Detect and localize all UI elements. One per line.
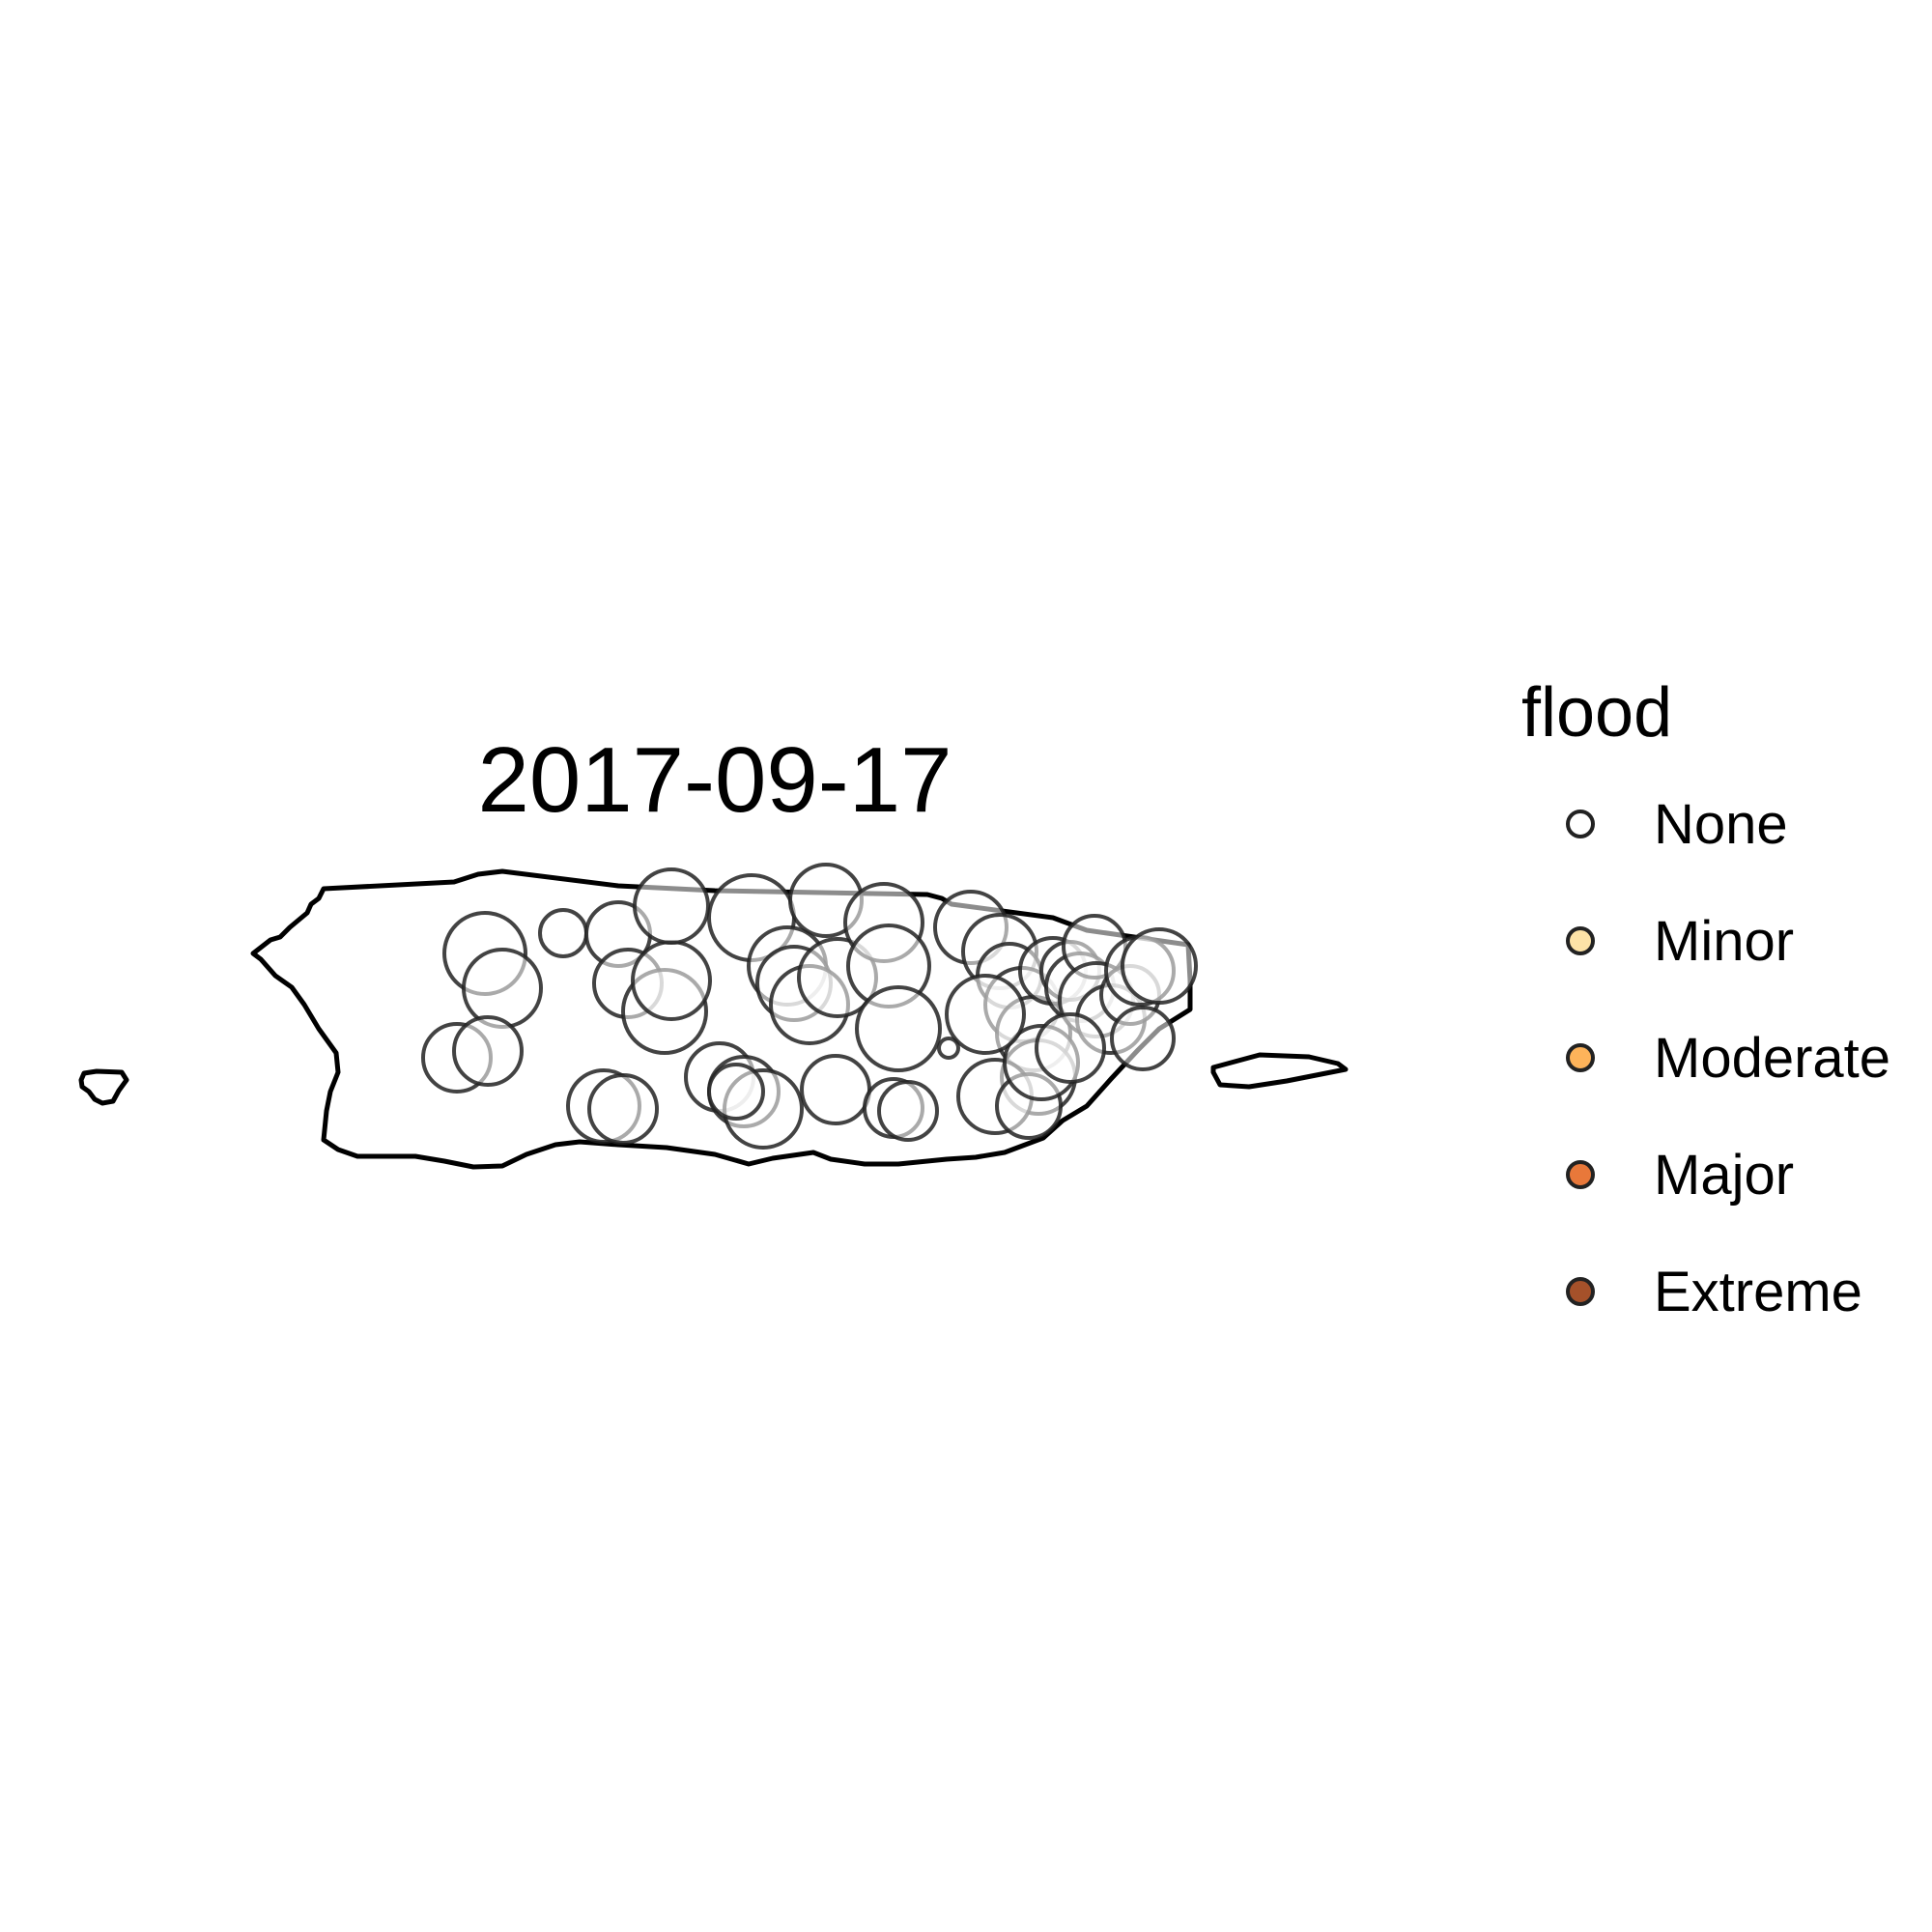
gauge-point <box>945 974 1026 1055</box>
gauge-point <box>631 940 712 1021</box>
legend-swatch-none <box>1566 810 1595 838</box>
gauge-point <box>1110 1006 1176 1071</box>
gauge-point <box>587 1073 659 1145</box>
legend-swatch-minor <box>1566 926 1595 955</box>
gauge-point <box>1035 1012 1106 1084</box>
legend-label-extreme: Extreme <box>1654 1261 1862 1323</box>
gauge-point <box>877 1080 939 1142</box>
gauge-point <box>633 867 710 945</box>
gauge-point <box>707 1063 765 1121</box>
gauge-points <box>421 863 1198 1150</box>
legend-label-major: Major <box>1654 1144 1794 1207</box>
legend-label-moderate: Moderate <box>1654 1027 1890 1090</box>
legend: flood None Minor Moderate Major Extreme <box>1521 674 1890 1323</box>
gauge-point <box>855 985 942 1072</box>
gauge-point <box>1121 927 1198 1005</box>
legend-item-extreme: Extreme <box>1566 1261 1862 1323</box>
legend-item-major: Major <box>1566 1144 1794 1207</box>
legend-swatch-extreme <box>1566 1277 1595 1306</box>
legend-item-moderate: Moderate <box>1566 1027 1890 1090</box>
legend-title: flood <box>1521 674 1672 752</box>
legend-label-minor: Minor <box>1654 910 1794 973</box>
legend-swatch-moderate <box>1566 1043 1595 1072</box>
gauge-point <box>538 908 588 958</box>
mona-island-outline <box>78 1068 129 1106</box>
gauge-point <box>800 1054 871 1125</box>
gauge-point <box>452 1015 524 1087</box>
legend-item-minor: Minor <box>1566 910 1794 973</box>
gauge-point <box>937 1037 960 1060</box>
vieques-outline <box>1210 1052 1349 1090</box>
legend-swatch-major <box>1566 1160 1595 1189</box>
legend-label-none: None <box>1654 793 1788 856</box>
map-title: 2017-09-17 <box>477 728 952 832</box>
gauge-point <box>462 948 543 1029</box>
legend-item-none: None <box>1566 793 1788 856</box>
